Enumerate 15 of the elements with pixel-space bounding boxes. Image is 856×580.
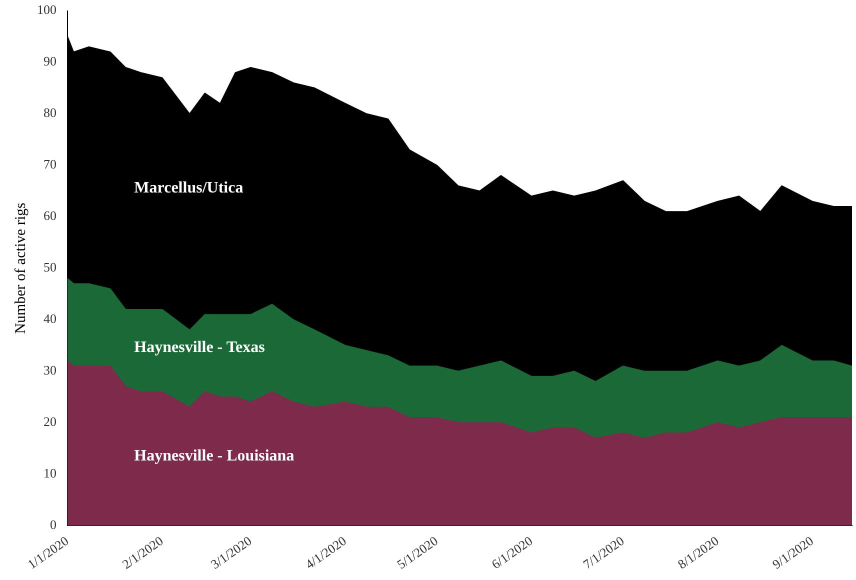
y-tick-label: 60 xyxy=(44,208,56,224)
y-tick-label: 0 xyxy=(50,517,56,532)
y-tick-label: 80 xyxy=(44,105,56,120)
series-label: Haynesville - Louisiana xyxy=(134,447,294,464)
series-label: Haynesville - Texas xyxy=(134,339,265,356)
y-tick-label: 50 xyxy=(44,260,56,275)
y-tick-label: 40 xyxy=(44,311,56,326)
y-tick-label: 90 xyxy=(44,54,56,69)
y-tick-label: 10 xyxy=(44,466,56,481)
y-axis-title: Number of active rigs xyxy=(12,202,29,334)
y-tick-label: 20 xyxy=(44,414,56,430)
y-tick-label: 30 xyxy=(44,362,56,378)
y-tick-label: 100 xyxy=(37,2,56,18)
series-label: Marcellus/Utica xyxy=(134,180,244,197)
y-tick-label: 70 xyxy=(44,156,56,172)
